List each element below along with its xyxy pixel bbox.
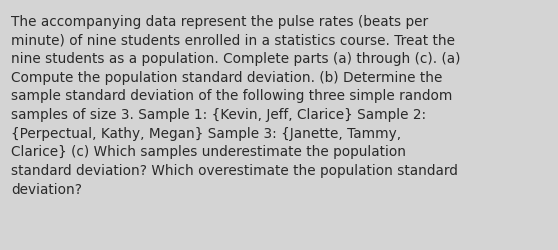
Text: The accompanying data represent the pulse rates (beats per
minute) of nine stude: The accompanying data represent the puls… (11, 15, 460, 196)
